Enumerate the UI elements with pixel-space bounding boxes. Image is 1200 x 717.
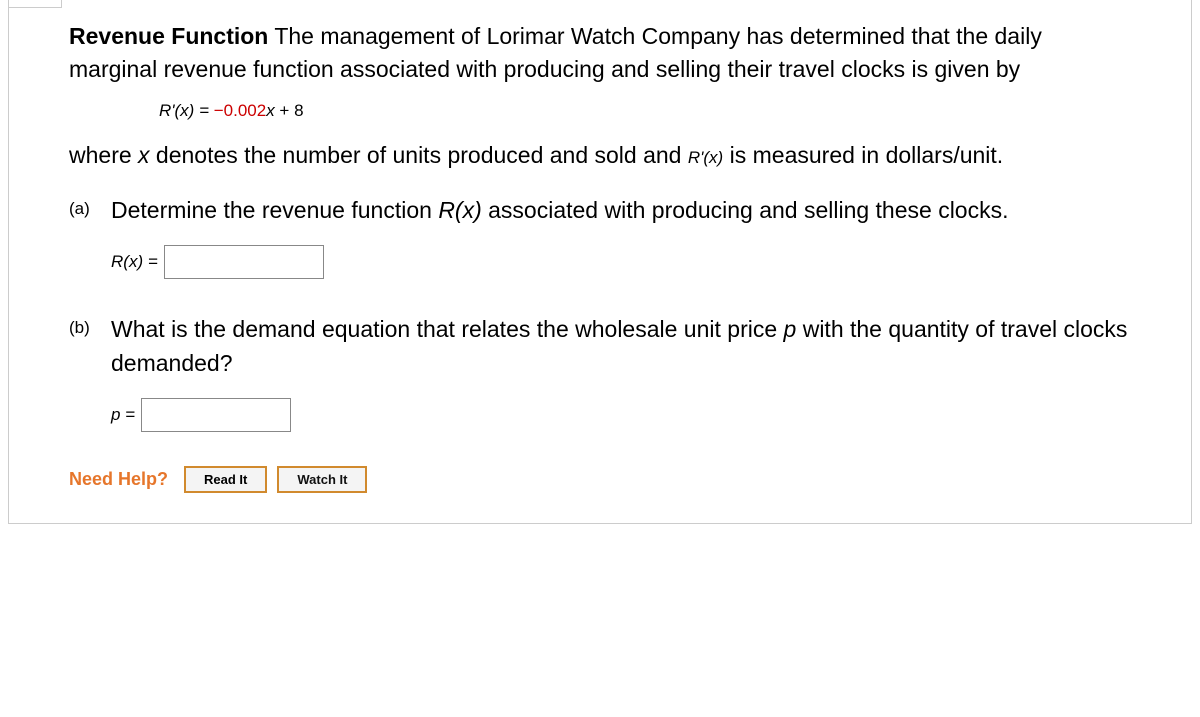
part-b-answer-label: p = xyxy=(111,405,135,425)
watch-it-button[interactable]: Watch It xyxy=(277,466,367,493)
formula-var-x: x xyxy=(266,101,275,120)
part-a-func: R(x) xyxy=(438,197,481,223)
part-b-body: What is the demand equation that relates… xyxy=(111,313,1131,380)
formula-prefix: R'(x) = xyxy=(159,101,214,120)
where-clause: where x denotes the number of units prod… xyxy=(69,139,1131,172)
question-card: Revenue Function The management of Lorim… xyxy=(8,0,1192,524)
formula-negative-coef: −0.002 xyxy=(214,101,266,120)
part-a-answer-input[interactable] xyxy=(164,245,324,279)
where-p2: denotes the number of units produced and… xyxy=(150,142,688,168)
where-p1: where xyxy=(69,142,138,168)
question-content: Revenue Function The management of Lorim… xyxy=(9,0,1191,523)
part-a-text-before: Determine the revenue function xyxy=(111,197,438,223)
read-it-button[interactable]: Read It xyxy=(184,466,267,493)
part-b-label: (b) xyxy=(69,313,111,380)
part-a-answer-label: R(x) = xyxy=(111,252,158,272)
part-a-label: (a) xyxy=(69,194,111,227)
problem-title: Revenue Function xyxy=(69,23,268,49)
part-b-text-before: What is the demand equation that relates… xyxy=(111,316,784,342)
tab-notch xyxy=(8,0,62,8)
part-a-question: Determine the revenue function R(x) asso… xyxy=(111,194,1131,227)
where-func: R'(x) xyxy=(688,148,723,167)
part-b-question: What is the demand equation that relates… xyxy=(111,313,1131,380)
part-b-var: p xyxy=(784,316,797,342)
need-help-row: Need Help? Read It Watch It xyxy=(69,466,1131,493)
formula-constant: + 8 xyxy=(275,101,304,120)
part-a-body: Determine the revenue function R(x) asso… xyxy=(111,194,1131,227)
problem-intro: Revenue Function The management of Lorim… xyxy=(69,20,1131,87)
need-help-label: Need Help? xyxy=(69,469,168,490)
where-p3: is measured in dollars/unit. xyxy=(723,142,1003,168)
part-b: (b) What is the demand equation that rel… xyxy=(69,313,1131,380)
marginal-revenue-formula: R'(x) = −0.002x + 8 xyxy=(159,101,1131,121)
where-var-x: x xyxy=(138,142,150,168)
part-a-text-after: associated with producing and selling th… xyxy=(482,197,1009,223)
part-a-answer-row: R(x) = xyxy=(111,245,1131,279)
part-b-answer-row: p = xyxy=(111,398,1131,432)
part-a: (a) Determine the revenue function R(x) … xyxy=(69,194,1131,227)
part-b-answer-input[interactable] xyxy=(141,398,291,432)
